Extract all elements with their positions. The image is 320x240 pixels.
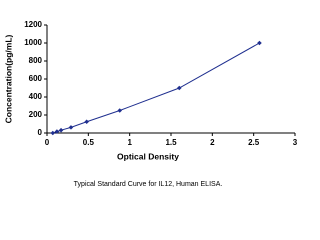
point — [68, 125, 74, 130]
point — [176, 85, 182, 91]
x-tick-label: 1 — [127, 138, 132, 147]
y-tick-label: 0 — [38, 128, 43, 137]
point — [58, 127, 64, 133]
x-axis-title: Optical Density — [117, 151, 179, 161]
y-tick-label: 1000 — [24, 38, 42, 47]
curve — [52, 42, 260, 134]
point — [117, 108, 123, 113]
y-tick-label: 1200 — [24, 20, 42, 29]
y-tick-label: 200 — [29, 110, 43, 119]
y-tick-label: 600 — [29, 74, 43, 83]
y-axis-title: Concentration(pg/mL) — [3, 34, 13, 123]
x-tick-label: 3 — [293, 138, 298, 147]
point — [50, 130, 56, 136]
x-tick-label: 0 — [45, 138, 50, 147]
point — [84, 119, 89, 125]
x-tick-label: 0.5 — [83, 138, 95, 147]
y-tick-label: 400 — [29, 92, 43, 101]
x-tick-label: 2 — [210, 138, 215, 147]
x-tick-label: 1.5 — [165, 138, 177, 147]
caption: Typical Standard Curve for IL12, Human E… — [74, 181, 223, 188]
point — [257, 40, 262, 46]
x-tick-label: 2.5 — [248, 138, 260, 147]
chart: Optical Density Concentration(pg/mL) Typ… — [3, 20, 298, 188]
y-tick-label: 800 — [29, 56, 43, 65]
point — [54, 129, 60, 134]
